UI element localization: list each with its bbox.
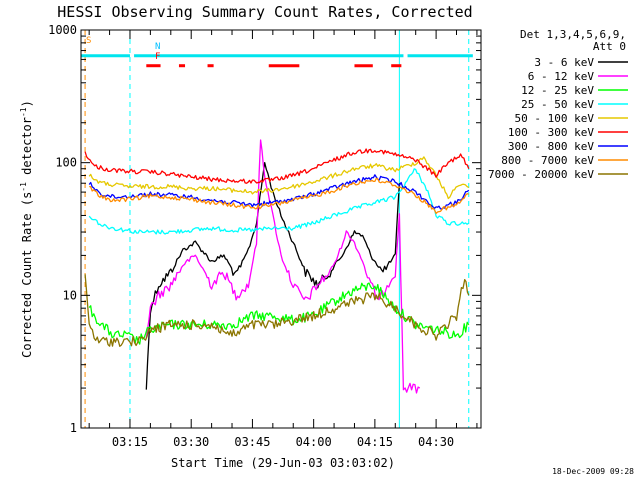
legend-title-line-0: Det 1,3,4,5,6,9,: [520, 28, 626, 41]
legend-label-5: 100 - 300 keV: [508, 126, 594, 139]
saa-flag-label: S: [86, 36, 91, 46]
legend-label-6: 300 - 800 keV: [508, 140, 594, 153]
x-tick-label-3: 04:00: [296, 435, 332, 449]
series-line-5: [84, 148, 470, 184]
legend-label-2: 12 - 25 keV: [521, 84, 594, 97]
y-tick-label-0: 1: [70, 421, 77, 435]
series-line-0: [145, 162, 401, 390]
series-line-4: [88, 156, 470, 200]
night-flag-label: N: [155, 42, 160, 52]
legend-label-4: 50 - 100 keV: [515, 112, 595, 125]
legend-label-7: 800 - 7000 keV: [501, 154, 594, 167]
legend-label-1: 6 - 12 keV: [528, 70, 595, 83]
x-axis-label: Start Time (29-Jun-03 03:03:02): [171, 456, 395, 470]
y-tick-label-1: 10: [63, 288, 77, 302]
x-tick-label-2: 03:45: [234, 435, 270, 449]
series-line-8: [84, 274, 470, 347]
timestamp: 18-Dec-2009 09:28: [552, 467, 634, 476]
axes: 1 10 100 1000 03:15 03:30 03:45 04:00 04:15 04:30: [48, 23, 481, 449]
legend-label-0: 3 - 6 keV: [534, 56, 594, 69]
x-tick-label-0: 03:15: [112, 435, 148, 449]
series-line-2: [88, 282, 470, 345]
x-tick-label-4: 04:15: [357, 435, 393, 449]
plot-frame: [80, 29, 482, 429]
chart-title: HESSI Observing Summary Count Rates, Cor…: [57, 3, 472, 21]
legend-title-line-1: Att 0: [593, 40, 626, 53]
plot-area: S NF: [81, 30, 473, 428]
legend-label-3: 25 - 50 keV: [521, 98, 594, 111]
flare-flag-label: F: [155, 52, 160, 62]
legend-label-8: 7000 - 20000 keV: [488, 168, 594, 181]
series-line-7: [89, 177, 469, 215]
y-tick-label-3: 1000: [48, 23, 77, 37]
y-axis-label: Corrected Count Rate (s-1 detector-1): [19, 100, 34, 358]
series-line-1: [145, 139, 421, 394]
x-tick-label-5: 04:30: [418, 435, 454, 449]
y-tick-label-2: 100: [55, 156, 77, 170]
x-tick-label-1: 03:30: [173, 435, 209, 449]
